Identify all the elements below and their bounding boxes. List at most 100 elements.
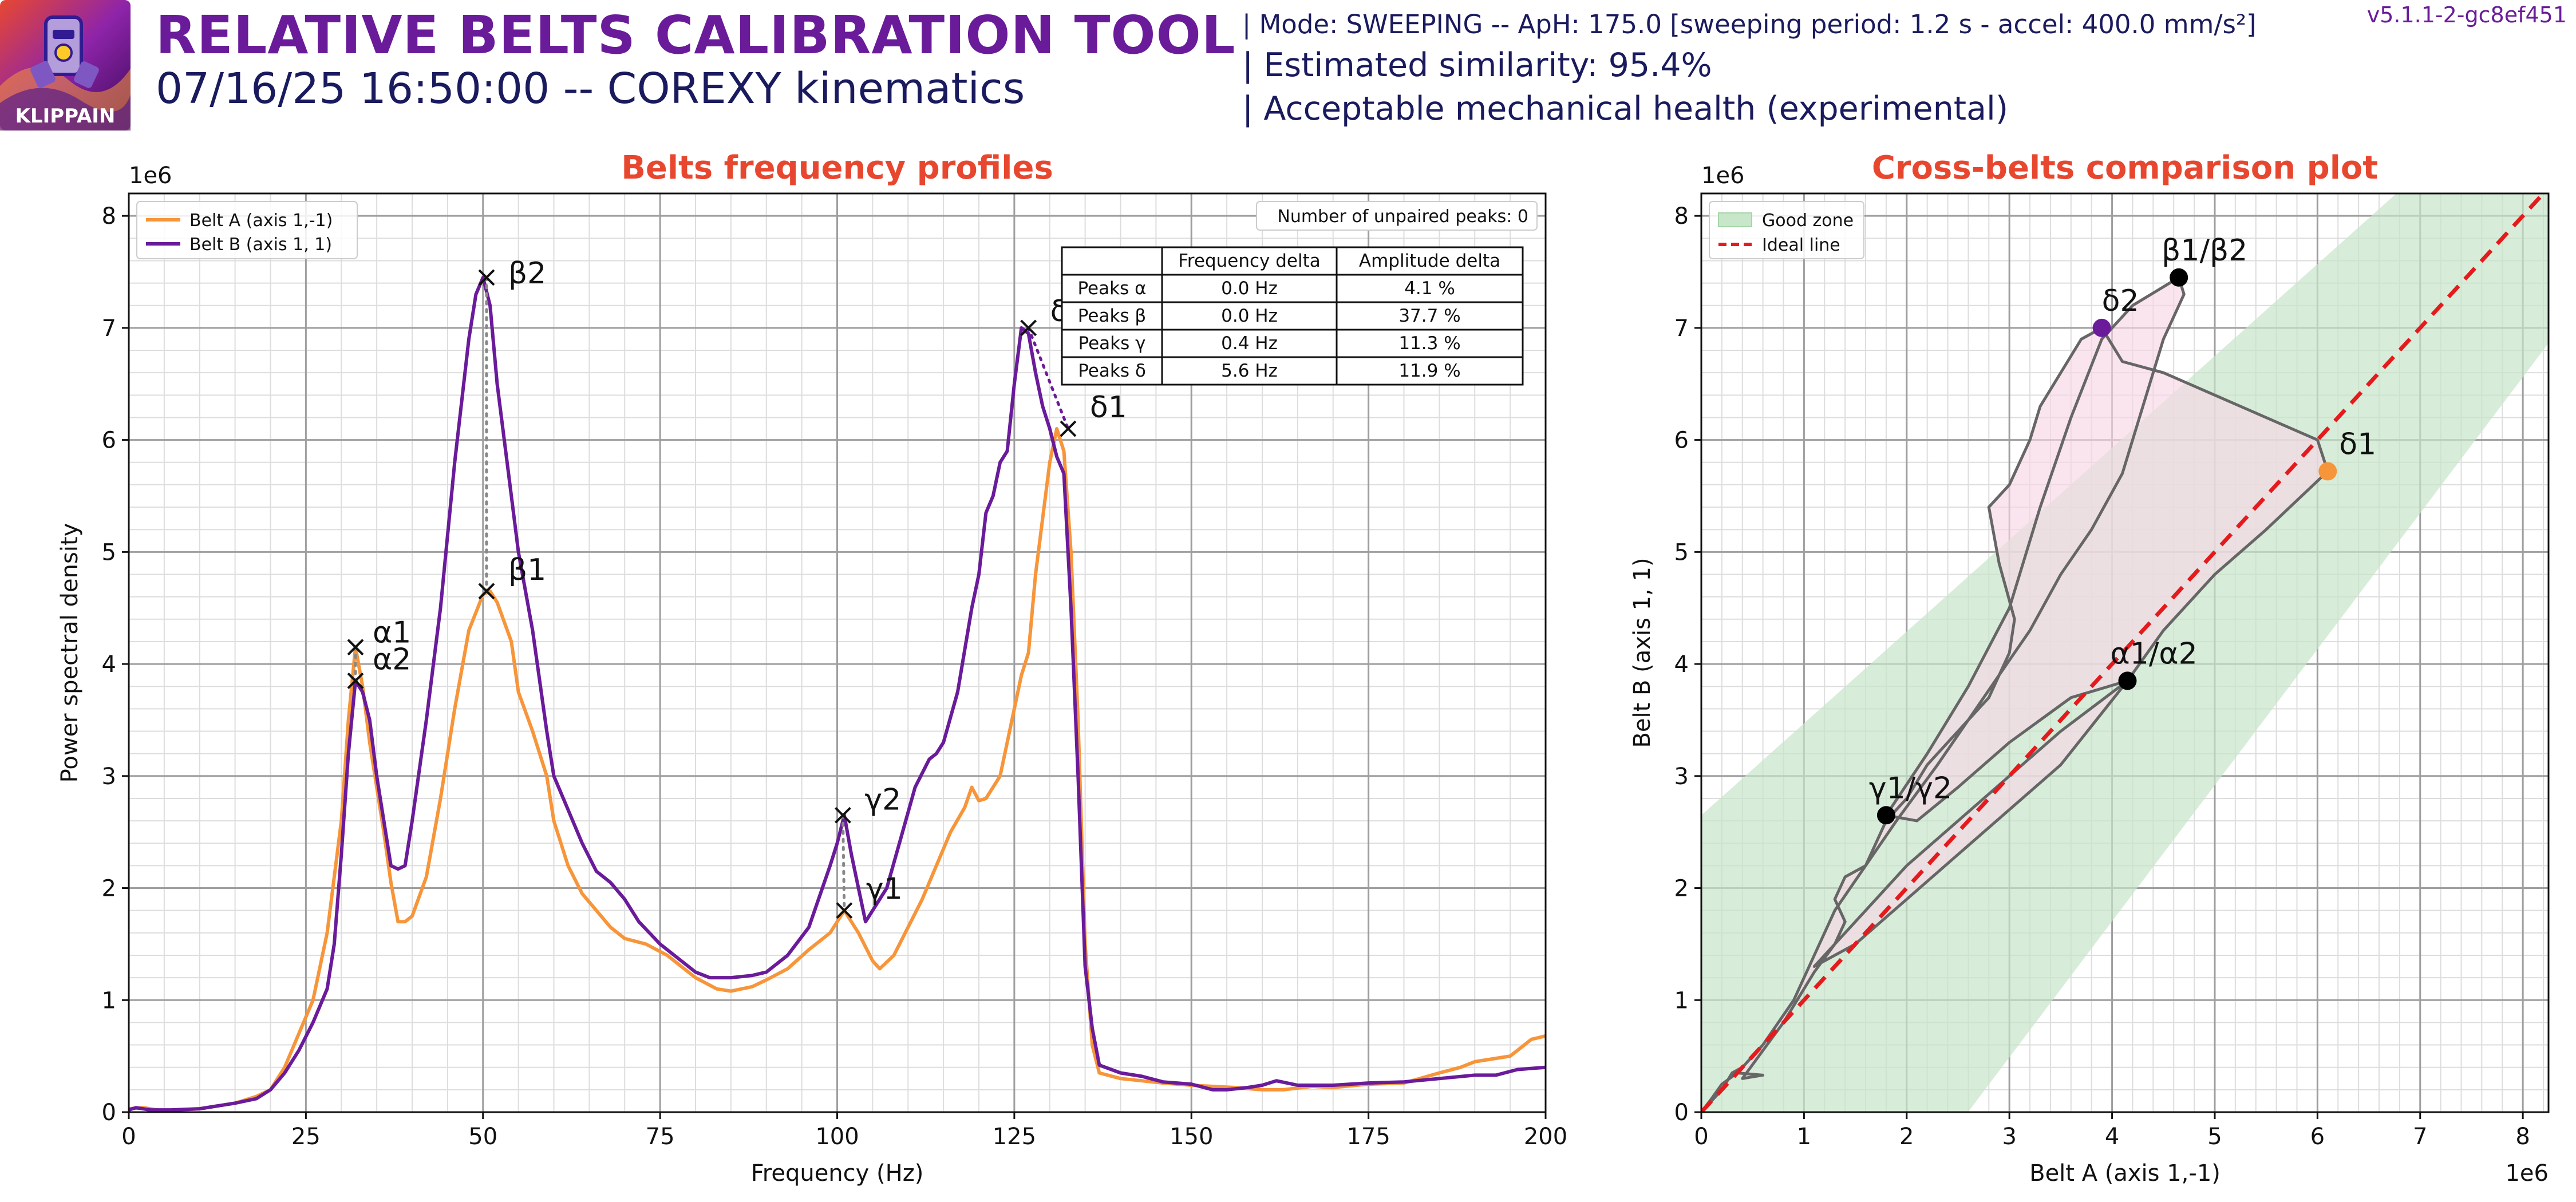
x-tick-label: 2 xyxy=(1899,1124,1914,1150)
table-value: 0.0 Hz xyxy=(1221,278,1278,299)
table-cell xyxy=(1061,274,1163,303)
y-tick-label: 3 xyxy=(102,764,116,790)
unpaired-note-box xyxy=(1256,201,1538,231)
legend-label: Ideal line xyxy=(1762,235,1840,255)
table-value: 5.6 Hz xyxy=(1221,361,1278,381)
peak-label: δ1 xyxy=(1090,390,1127,425)
point-label: δ1 xyxy=(2339,427,2376,461)
peak-marker xyxy=(834,806,851,824)
table-cell xyxy=(1061,356,1163,386)
comparison-point xyxy=(2092,318,2111,337)
table-header: Frequency delta xyxy=(1178,251,1321,271)
x-tick-label: 175 xyxy=(1346,1124,1390,1150)
peak-connector xyxy=(1027,326,1070,430)
table-cell xyxy=(1061,246,1163,276)
x-axis-label: Belt A (axis 1,-1) xyxy=(2029,1160,2221,1187)
mode-line: | Mode: SWEEPING -- ApH: 175.0 [sweeping… xyxy=(1242,9,2257,39)
table-value: Peaks γ xyxy=(1078,333,1146,354)
y-tick-label: 0 xyxy=(102,1100,116,1126)
x-tick-label: 1 xyxy=(1797,1124,1811,1150)
cross-plot-area xyxy=(1701,193,2549,1112)
point-label: δ2 xyxy=(2102,284,2139,318)
y-tick-label: 2 xyxy=(102,876,116,902)
table-cell xyxy=(1161,246,1338,276)
header: KLIPPAIN RELATIVE BELTS CALIBRATION TOOL… xyxy=(0,0,2576,137)
info-block: | Mode: SWEEPING -- ApH: 175.0 [sweeping… xyxy=(1242,9,2257,128)
point-label: β1/β2 xyxy=(2162,234,2247,268)
y-tick-label: 7 xyxy=(102,315,116,342)
y-scale-label: 1e6 xyxy=(1701,163,1745,189)
table-value: 37.7 % xyxy=(1398,306,1460,326)
peak-marker xyxy=(478,583,495,600)
logo-text: KLIPPAIN xyxy=(15,105,116,128)
plot-frame xyxy=(128,192,1547,1113)
x-tick-label: 200 xyxy=(1524,1124,1567,1150)
peak-marker xyxy=(1020,319,1037,337)
x-tick-label: 8 xyxy=(2515,1124,2530,1150)
chart-title: Cross-belts comparison plot xyxy=(1872,149,2378,187)
unpaired-note: Number of unpaired peaks: 0 xyxy=(1277,207,1528,227)
table-cell xyxy=(1161,356,1338,386)
peak-label: α1 xyxy=(373,616,411,650)
x-tick-label: 6 xyxy=(2310,1124,2325,1150)
x-tick-label: 0 xyxy=(1694,1124,1708,1150)
table-value: Peaks α xyxy=(1077,278,1146,299)
table-cell xyxy=(1336,329,1524,358)
y-tick-label: 6 xyxy=(1674,428,1689,454)
x-tick-label: 4 xyxy=(2105,1124,2119,1150)
y-tick-label: 1 xyxy=(1674,987,1689,1014)
version-label: v5.1.1-2-gc8ef451 xyxy=(2366,2,2567,27)
table-value: 0.0 Hz xyxy=(1221,306,1278,326)
x-scale-label: 1e6 xyxy=(2505,1160,2549,1187)
table-cell xyxy=(1161,329,1338,358)
similarity-line: | Estimated similarity: 95.4% xyxy=(1242,46,1712,84)
peak-marker xyxy=(347,673,364,689)
table-cell xyxy=(1336,356,1524,386)
x-tick-label: 0 xyxy=(121,1124,136,1150)
y-tick-label: 4 xyxy=(1674,651,1689,678)
health-line: | Acceptable mechanical health (experime… xyxy=(1242,90,2009,128)
table-header: Amplitude delta xyxy=(1359,251,1500,271)
peak-label: α2 xyxy=(373,642,411,677)
table-value: 4.1 % xyxy=(1404,278,1455,299)
table-cell xyxy=(1336,301,1524,331)
peak-label: β2 xyxy=(508,256,546,291)
y-tick-label: 3 xyxy=(1674,764,1689,790)
ideal-line xyxy=(1701,193,2546,1112)
legend-label: Belt B (axis 1, 1) xyxy=(189,235,332,255)
peak-marker xyxy=(1060,420,1077,437)
y-axis-label: Belt B (axis 1, 1) xyxy=(1629,557,1656,748)
point-label: γ1/γ2 xyxy=(1869,771,1952,805)
legend-label: Belt A (axis 1,-1) xyxy=(189,211,333,231)
belt-b-line xyxy=(128,275,1546,1112)
plot-frame xyxy=(1700,192,2550,1113)
y-tick-label: 5 xyxy=(1674,539,1689,566)
x-tick-label: 125 xyxy=(993,1124,1036,1150)
peak-marker xyxy=(347,639,364,656)
peak-label: γ2 xyxy=(864,782,901,817)
peak-label: γ1 xyxy=(866,872,903,907)
x-axis-label: Frequency (Hz) xyxy=(751,1160,924,1187)
x-tick-label: 100 xyxy=(815,1124,859,1150)
klippain-logo: KLIPPAIN xyxy=(0,0,131,131)
table-cell xyxy=(1336,274,1524,303)
table-value: Peaks β xyxy=(1078,306,1146,326)
y-tick-label: 8 xyxy=(102,203,116,230)
x-tick-label: 25 xyxy=(291,1124,321,1150)
page-subtitle: 07/16/25 16:50:00 -- COREXY kinematics xyxy=(156,64,1025,113)
legend-label: Good zone xyxy=(1762,211,1854,231)
y-tick-label: 7 xyxy=(1674,315,1689,342)
table-value: 0.4 Hz xyxy=(1221,333,1278,354)
y-scale-label: 1e6 xyxy=(129,163,172,189)
peak-marker xyxy=(836,902,853,919)
x-tick-label: 50 xyxy=(468,1124,497,1150)
peak-label: β1 xyxy=(508,553,546,587)
chart-title: Belts frequency profiles xyxy=(621,149,1053,187)
comparison-point xyxy=(1876,806,1895,825)
page-title: RELATIVE BELTS CALIBRATION TOOL xyxy=(156,5,1236,66)
x-tick-label: 3 xyxy=(2002,1124,2016,1150)
y-tick-label: 8 xyxy=(1674,203,1689,230)
y-tick-label: 6 xyxy=(102,428,116,454)
